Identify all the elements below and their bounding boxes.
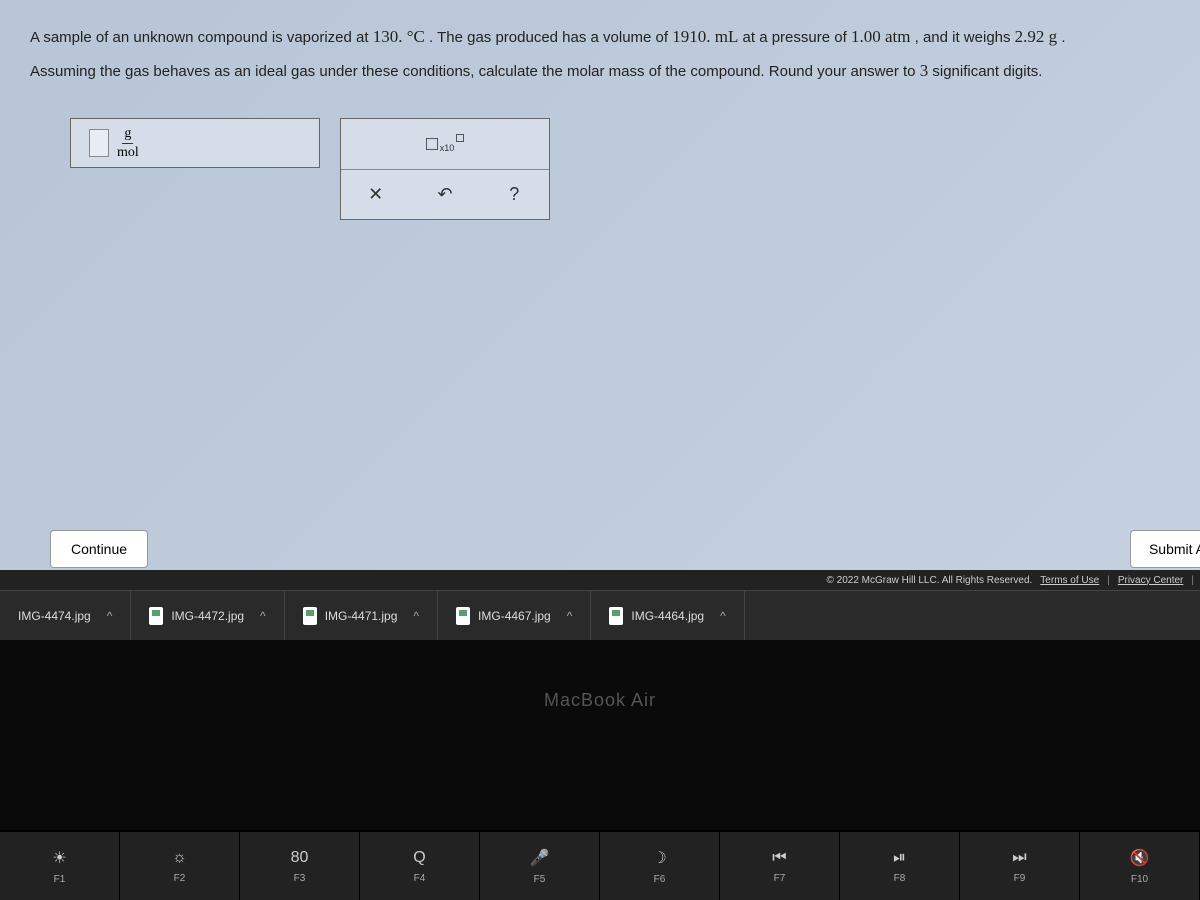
chevron-up-icon: ^	[260, 609, 266, 623]
answer-input[interactable]	[89, 129, 109, 157]
question-panel: A sample of an unknown compound is vapor…	[0, 0, 1200, 590]
downloads-bar: IMG-4474.jpg ^ IMG-4472.jpg ^ IMG-4471.j…	[0, 590, 1200, 640]
separator: |	[1107, 575, 1110, 586]
play-pause-icon: ⏯	[893, 849, 906, 867]
key-label: F4	[414, 873, 426, 884]
key-label: F9	[1014, 873, 1026, 884]
q-text: , and it weighs	[915, 29, 1015, 46]
fn-key-f9[interactable]: ⏭ F9	[960, 832, 1080, 900]
q-text: A sample of an unknown compound is vapor…	[30, 29, 373, 46]
file-icon	[456, 607, 470, 625]
answer-input-box: g mol	[70, 118, 320, 168]
copyright-text: © 2022 McGraw Hill LLC. All Rights Reser…	[827, 575, 1033, 586]
function-keys-row: ☀ F1 ☼ F2 80 F3 Q F4 🎤 F5 ☽ F6 ⏮ F7 ⏯ F	[0, 830, 1200, 900]
key-label: F1	[54, 874, 66, 885]
tools-palette: x10 ✕ ↶ ?	[340, 118, 550, 220]
laptop-brand: MacBook Air	[0, 690, 1200, 711]
q-text: .	[1061, 29, 1065, 46]
file-icon	[609, 607, 623, 625]
fn-key-f7[interactable]: ⏮ F7	[720, 832, 840, 900]
download-item[interactable]: IMG-4471.jpg ^	[285, 591, 438, 640]
mic-icon: 🎤	[530, 848, 550, 868]
q-mass: 2.92 g	[1015, 27, 1058, 46]
download-item[interactable]: IMG-4464.jpg ^	[591, 591, 744, 640]
clear-button[interactable]: ✕	[352, 175, 400, 215]
key-label: F6	[654, 874, 666, 885]
chevron-up-icon: ^	[720, 609, 726, 623]
chevron-up-icon: ^	[413, 609, 419, 623]
download-item[interactable]: IMG-4467.jpg ^	[438, 591, 591, 640]
key-label: F2	[174, 873, 186, 884]
download-item[interactable]: IMG-4472.jpg ^	[131, 591, 284, 640]
privacy-link[interactable]: Privacy Center	[1118, 575, 1184, 586]
q-text: at a pressure of	[743, 29, 851, 46]
separator: |	[1191, 575, 1194, 586]
unit-label: g mol	[117, 127, 139, 160]
brightness-up-icon: ☼	[172, 849, 187, 867]
fn-key-f2[interactable]: ☼ F2	[120, 832, 240, 900]
fn-key-f3[interactable]: 80 F3	[240, 832, 360, 900]
file-icon	[303, 607, 317, 625]
q-text: Assuming the gas behaves as an ideal gas…	[30, 63, 920, 80]
q-text: significant digits.	[932, 63, 1042, 80]
q-volume: 1910. mL	[672, 27, 738, 46]
mission-control-icon: 80	[291, 849, 309, 867]
file-name: IMG-4472.jpg	[171, 609, 244, 623]
fn-key-f4[interactable]: Q F4	[360, 832, 480, 900]
key-label: F10	[1131, 874, 1148, 885]
fn-key-f5[interactable]: 🎤 F5	[480, 832, 600, 900]
footer-bar: © 2022 McGraw Hill LLC. All Rights Reser…	[0, 570, 1200, 590]
q-pressure: 1.00 atm	[851, 27, 911, 46]
tools-row-bottom: ✕ ↶ ?	[341, 169, 549, 219]
brightness-down-icon: ☀	[52, 848, 66, 868]
q-sigfigs: 3	[920, 61, 929, 80]
question-text: A sample of an unknown compound is vapor…	[30, 20, 1170, 88]
submit-button[interactable]: Submit A	[1130, 530, 1200, 568]
fn-key-f1[interactable]: ☀ F1	[0, 832, 120, 900]
moon-icon: ☽	[652, 848, 666, 868]
help-button[interactable]: ?	[490, 175, 538, 215]
sci-notation-button[interactable]: x10	[421, 124, 469, 164]
reset-button[interactable]: ↶	[421, 175, 469, 215]
next-track-icon: ⏭	[1012, 849, 1026, 867]
search-icon: Q	[413, 849, 425, 867]
file-name: IMG-4474.jpg	[18, 609, 91, 623]
key-label: F8	[894, 873, 906, 884]
file-name: IMG-4464.jpg	[631, 609, 704, 623]
unit-numerator: g	[122, 127, 133, 144]
fn-key-f8[interactable]: ⏯ F8	[840, 832, 960, 900]
prev-track-icon: ⏮	[772, 849, 786, 867]
fn-key-f10[interactable]: 🔇 F10	[1080, 832, 1200, 900]
laptop-body: MacBook Air ☀ F1 ☼ F2 80 F3 Q F4 🎤 F5 ☽ …	[0, 640, 1200, 900]
continue-button[interactable]: Continue	[50, 530, 148, 568]
terms-link[interactable]: Terms of Use	[1040, 575, 1099, 586]
q-text: . The gas produced has a volume of	[429, 29, 672, 46]
key-label: F7	[774, 873, 786, 884]
chevron-up-icon: ^	[107, 609, 113, 623]
q-temp: 130. °C	[373, 27, 425, 46]
tools-row-top: x10	[341, 119, 549, 169]
file-name: IMG-4467.jpg	[478, 609, 551, 623]
unit-denominator: mol	[117, 144, 139, 160]
mute-icon: 🔇	[1130, 848, 1150, 868]
answer-area: g mol x10 ✕ ↶ ?	[70, 118, 1170, 220]
chevron-up-icon: ^	[567, 609, 573, 623]
file-icon	[149, 607, 163, 625]
download-item[interactable]: IMG-4474.jpg ^	[0, 591, 131, 640]
key-label: F3	[294, 873, 306, 884]
file-name: IMG-4471.jpg	[325, 609, 398, 623]
fn-key-f6[interactable]: ☽ F6	[600, 832, 720, 900]
key-label: F5	[534, 874, 546, 885]
